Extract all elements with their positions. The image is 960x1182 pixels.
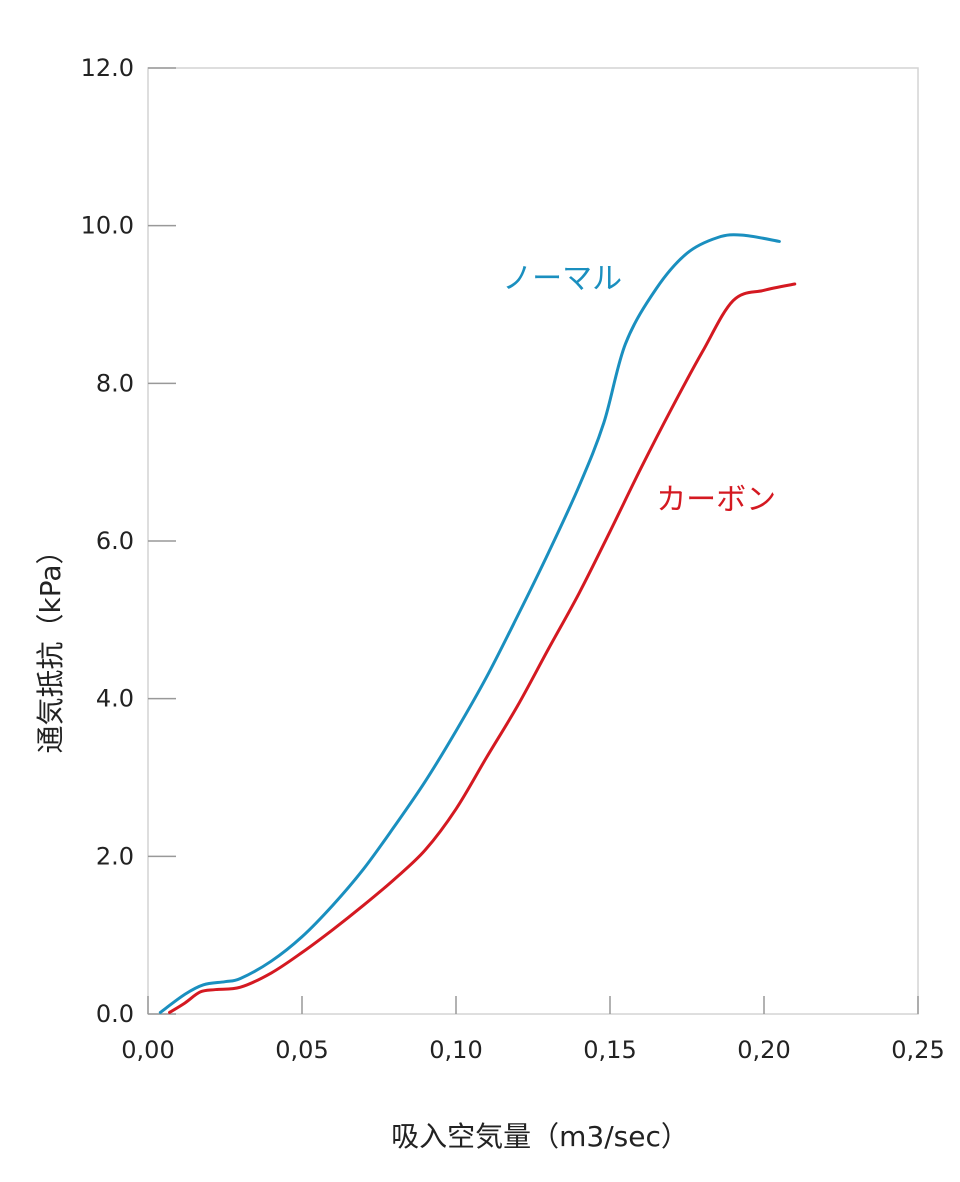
y-tick-label: 0.0 [96,1000,134,1028]
x-axis: 0,00 0,05 0,10 0,15 0,20 0,25 [121,996,945,1064]
y-tick-label: 8.0 [96,369,134,397]
series-line [158,233,781,1014]
x-tick-label: 0,10 [429,1036,482,1064]
series-line [168,282,797,1014]
x-tick-label: 0,15 [583,1036,636,1064]
y-tick-label: 4.0 [96,685,134,713]
x-tick-label: 0,25 [891,1036,944,1064]
y-tick-label: 12.0 [81,54,134,82]
series-layer [158,233,797,1014]
y-axis-title: 通気抵抗（kPa） [34,536,67,753]
y-axis: 0.0 2.0 4.0 6.0 8.0 10.0 12.0 [81,54,176,1028]
y-tick-label: 6.0 [96,527,134,555]
y-tick-label: 10.0 [81,212,134,240]
y-tick-label: 2.0 [96,842,134,870]
x-tick-label: 0,05 [275,1036,328,1064]
series-label: ノーマル [502,262,622,297]
x-axis-title: 吸入空気量（m3/sec） [391,1120,689,1153]
x-tick-label: 0,20 [737,1036,790,1064]
plot-frame [147,67,919,1015]
series-label: カーボン [656,482,776,517]
x-tick-label: 0,00 [121,1036,174,1064]
